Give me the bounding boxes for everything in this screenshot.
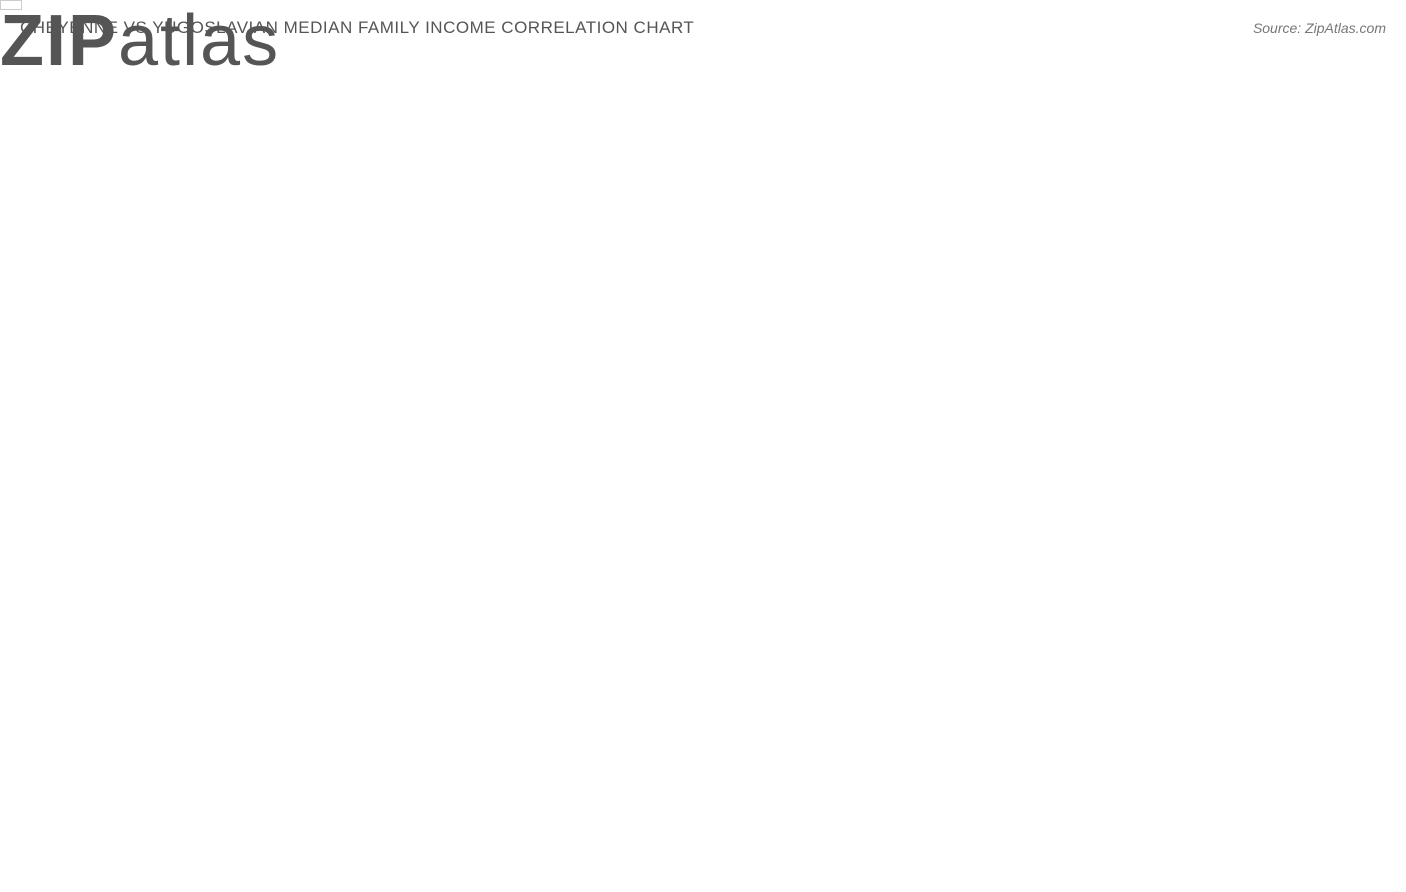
scatter-plot: [0, 0, 1406, 150]
correlation-legend: [0, 0, 22, 10]
chart-container: { "title": "CHEYENNE VS YUGOSLAVIAN MEDI…: [0, 0, 1406, 892]
